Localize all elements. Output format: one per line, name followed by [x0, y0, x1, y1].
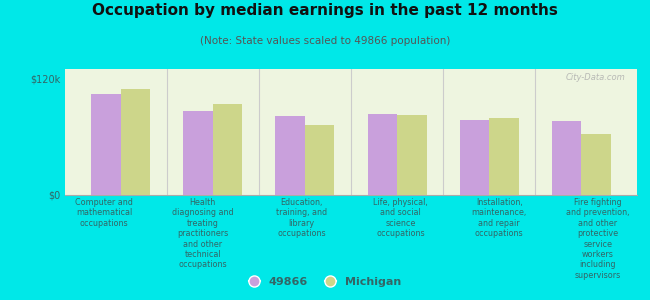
Bar [276, 116, 305, 195]
Bar [368, 114, 397, 195]
Text: Computer and
mathematical
occupations: Computer and mathematical occupations [75, 198, 133, 228]
Bar [397, 115, 426, 195]
Bar [460, 120, 489, 195]
Bar [489, 118, 519, 195]
Text: Education,
training, and
library
occupations: Education, training, and library occupat… [276, 198, 327, 238]
Text: City-Data.com: City-Data.com [566, 73, 625, 82]
Bar [213, 104, 242, 195]
Bar [183, 111, 213, 195]
Bar [91, 94, 120, 195]
Bar [120, 89, 150, 195]
Bar [305, 125, 334, 195]
Text: Occupation by median earnings in the past 12 months: Occupation by median earnings in the pas… [92, 3, 558, 18]
Text: Life, physical,
and social
science
occupations: Life, physical, and social science occup… [373, 198, 428, 238]
Bar [552, 121, 582, 195]
Text: Health
diagnosing and
treating
practitioners
and other
technical
occupations: Health diagnosing and treating practitio… [172, 198, 233, 269]
Text: Fire fighting
and prevention,
and other
protective
service
workers
including
sup: Fire fighting and prevention, and other … [566, 198, 630, 280]
Text: Installation,
maintenance,
and repair
occupations: Installation, maintenance, and repair oc… [472, 198, 527, 238]
Legend: 49866, Michigan: 49866, Michigan [244, 272, 406, 291]
Text: (Note: State values scaled to 49866 population): (Note: State values scaled to 49866 popu… [200, 36, 450, 46]
Bar [582, 134, 611, 195]
